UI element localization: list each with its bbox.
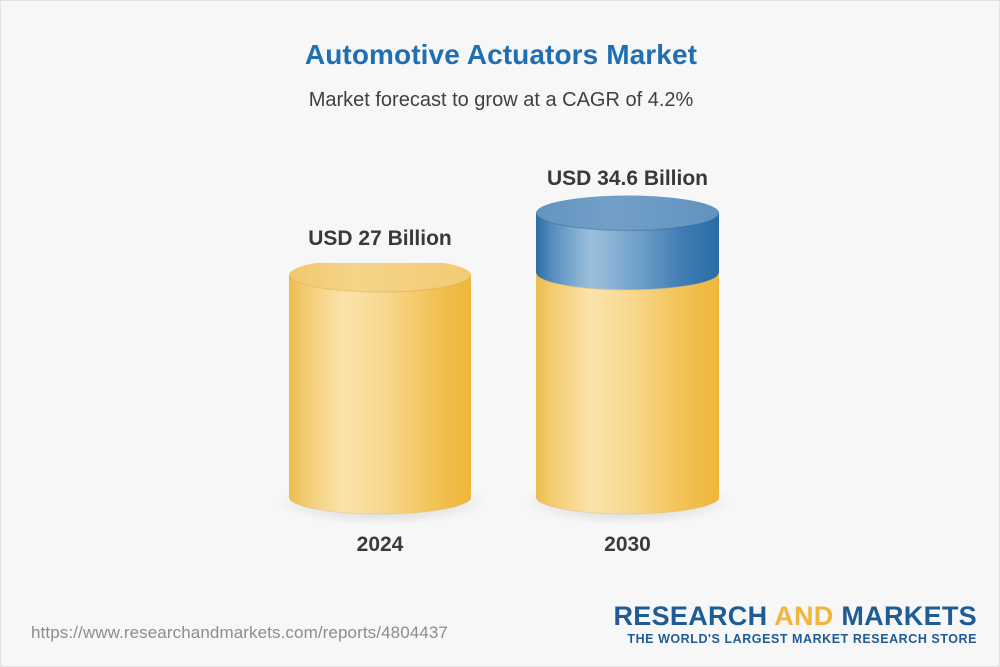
value-label-2030: USD 34.6 Billion <box>546 167 709 190</box>
logo-word-markets: MARKETS <box>833 601 977 631</box>
research-and-markets-logo[interactable]: RESEARCH AND MARKETS THE WORLD'S LARGEST… <box>613 602 977 647</box>
cylinder-2024 <box>289 263 471 515</box>
year-label-2024: 2024 <box>356 533 404 556</box>
value-label-2024: USD 27 Billion <box>308 227 452 250</box>
report-url[interactable]: https://www.researchandmarkets.com/repor… <box>31 623 448 642</box>
cylinder-2030 <box>536 195 719 515</box>
logo-word-research: RESEARCH <box>613 601 775 631</box>
page-subtitle: Market forecast to grow at a CAGR of 4.2… <box>308 89 694 111</box>
year-label-2030: 2030 <box>604 533 651 556</box>
logo-wordmark: RESEARCH AND MARKETS <box>613 602 977 630</box>
logo-tagline: THE WORLD'S LARGEST MARKET RESEARCH STOR… <box>627 632 977 647</box>
logo-word-and: AND <box>774 601 834 631</box>
page-title: Automotive Actuators Market <box>304 39 698 70</box>
